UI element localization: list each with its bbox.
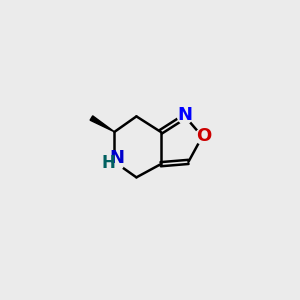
Text: O: O xyxy=(196,128,212,146)
Circle shape xyxy=(195,129,210,144)
Text: N: N xyxy=(177,106,192,124)
Text: H: H xyxy=(102,154,116,172)
Text: N: N xyxy=(109,149,124,167)
Polygon shape xyxy=(90,116,115,132)
Circle shape xyxy=(178,109,192,124)
Circle shape xyxy=(105,152,124,172)
